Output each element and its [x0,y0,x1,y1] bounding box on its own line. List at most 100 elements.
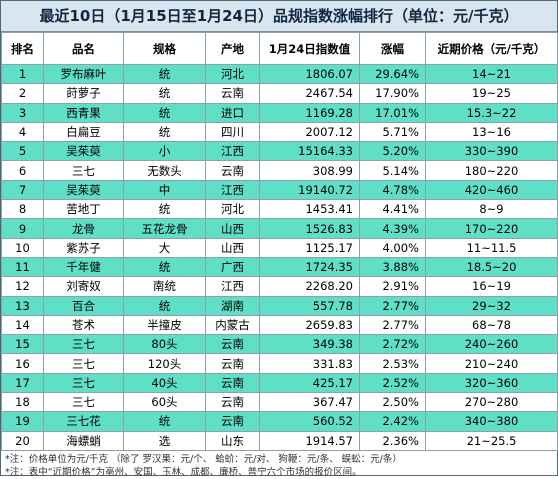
cell-rank: 20 [1,430,44,451]
cell-index: 19140.72 [259,179,360,201]
table-row: 18 三七 60头 云南 367.47 2.50% 270~280 [1,392,558,413]
cell-index: 1914.57 [259,430,360,451]
cell-price: 14~21 [425,63,558,85]
table-row: 2 莳萝子统云南 2467.54 17.90% 19~25 [1,83,558,104]
cell-rank: 5 [1,141,44,162]
cell-price: 21~25.5 [425,430,558,451]
cell-name: 白扁豆 [43,121,124,143]
table-row: 17 三七 40头 云南 425.17 2.52% 320~360 [1,372,558,394]
cell-index: 1724.35 [259,256,360,278]
cell-rank: 17 [1,372,44,394]
cell-price: 420~460 [425,179,558,201]
cell-rank: 4 [1,121,44,143]
cell-change: 2.72% [359,334,426,355]
cell-price: 8~9 [425,199,558,220]
cell-origin: 山东 [205,430,260,451]
cell-origin: 云南 [205,353,260,374]
cell-price: 210~240 [425,353,558,374]
cell-name: 莳萝子 [43,83,124,104]
cell-name: 千年健 [43,256,124,278]
table-title: 最近10日（1月15日至1月24日）品规指数涨幅排行（单位：元/千克） [1,1,557,32]
cell-change: 17.01% [359,102,426,123]
cell-rank: 1 [1,63,44,85]
cell-spec: 大 [123,237,206,258]
cell-index: 1125.17 [259,237,360,258]
cell-change: 2.91% [359,276,426,297]
cell-origin: 云南 [205,160,260,181]
table-row: 4 白扁豆统四川 2007.12 5.71% 13~16 [1,121,558,143]
cell-rank: 12 [1,276,44,297]
cell-change: 5.14% [359,160,426,181]
header-price: 近期价格（元/千克） [425,32,558,65]
cell-change: 17.90% [359,83,426,104]
table-row: 8 苦地丁统河北 1453.41 4.41% 8~9 [1,199,558,220]
cell-name: 刘寄奴 [43,276,124,297]
cell-index: 308.99 [259,160,360,181]
cell-spec: 五花龙骨 [123,218,206,239]
table-row: 16 三七 120头 云南 331.83 2.53% 210~240 [1,353,558,374]
table-row: 6 三七 无数头 云南 308.99 5.14% 180~220 [1,160,558,181]
cell-origin: 江西 [205,179,260,201]
cell-origin: 云南 [205,334,260,355]
cell-spec: 80头 [123,334,206,355]
cell-name: 苦地丁 [43,199,124,220]
ranking-table: 排名 品名 规格 产地 1月24日指数值 涨幅 近期价格（元/千克） 1 罗布麻叶… [1,32,558,451]
cell-price: 180~220 [425,160,558,181]
cell-origin: 湖南 [205,295,260,316]
cell-change: 29.64% [359,63,426,85]
cell-price: 18.5~20 [425,256,558,278]
cell-spec: 半撞皮 [123,314,206,336]
cell-change: 4.78% [359,179,426,201]
cell-name: 三七 [43,372,124,394]
cell-change: 5.20% [359,141,426,162]
cell-name: 三七 [43,334,124,355]
cell-rank: 8 [1,199,44,220]
cell-origin: 广西 [205,256,260,278]
footnote-2: *注：表中“近期价格”为亳州、安国、玉林、成都、廉桥、普宁六个市场的报价区间。 [5,466,362,478]
cell-name: 吴茱萸 [43,179,124,201]
cell-origin: 江西 [205,276,260,297]
cell-rank: 19 [1,411,44,432]
cell-origin: 山西 [205,218,260,239]
cell-spec: 120头 [123,353,206,374]
cell-price: 16~19 [425,276,558,297]
cell-spec: 小 [123,141,206,162]
header-change: 涨幅 [359,32,426,65]
cell-rank: 9 [1,218,44,239]
cell-name: 西青果 [43,102,124,123]
cell-change: 4.00% [359,237,426,258]
table-row: 11 千年健统广西 1724.35 3.88% 18.5~20 [1,256,558,278]
table-row: 3 西青果统进口 1169.28 17.01% 15.3~22 [1,102,558,123]
cell-price: 15.3~22 [425,102,558,123]
cell-change: 2.42% [359,411,426,432]
cell-index: 1526.83 [259,218,360,239]
cell-index: 1169.28 [259,102,360,123]
cell-index: 2007.12 [259,121,360,143]
cell-index: 425.17 [259,372,360,394]
cell-name: 三七 [43,392,124,413]
cell-change: 2.50% [359,392,426,413]
cell-name: 三七 [43,160,124,181]
cell-rank: 11 [1,256,44,278]
cell-rank: 7 [1,179,44,201]
cell-rank: 14 [1,314,44,336]
cell-rank: 18 [1,392,44,413]
cell-name: 紫苏子 [43,237,124,258]
table-row: 20 海螵蛸选山东 1914.57 2.36% 21~25.5 [1,430,558,451]
cell-origin: 内蒙古 [205,314,260,336]
cell-change: 2.77% [359,295,426,316]
cell-spec: 统 [123,83,206,104]
header-origin: 产地 [205,32,260,65]
cell-index: 2659.83 [259,314,360,336]
cell-spec: 南统 [123,276,206,297]
cell-name: 三七花 [43,411,124,432]
table-body: 1 罗布麻叶统河北 1806.07 29.64% 14~21 2 莳萝子统云南 2467.54… [1,63,558,451]
cell-rank: 6 [1,160,44,181]
header-name: 品名 [43,32,124,65]
table-row: 12 刘寄奴 南统 江西 2268.20 2.91% 16~19 [1,276,558,297]
table-row: 15 三七 80头 云南 349.38 2.72% 240~260 [1,334,558,355]
cell-spec: 统 [123,63,206,85]
cell-name: 罗布麻叶 [43,63,124,85]
cell-change: 3.88% [359,256,426,278]
cell-price: 330~390 [425,141,558,162]
